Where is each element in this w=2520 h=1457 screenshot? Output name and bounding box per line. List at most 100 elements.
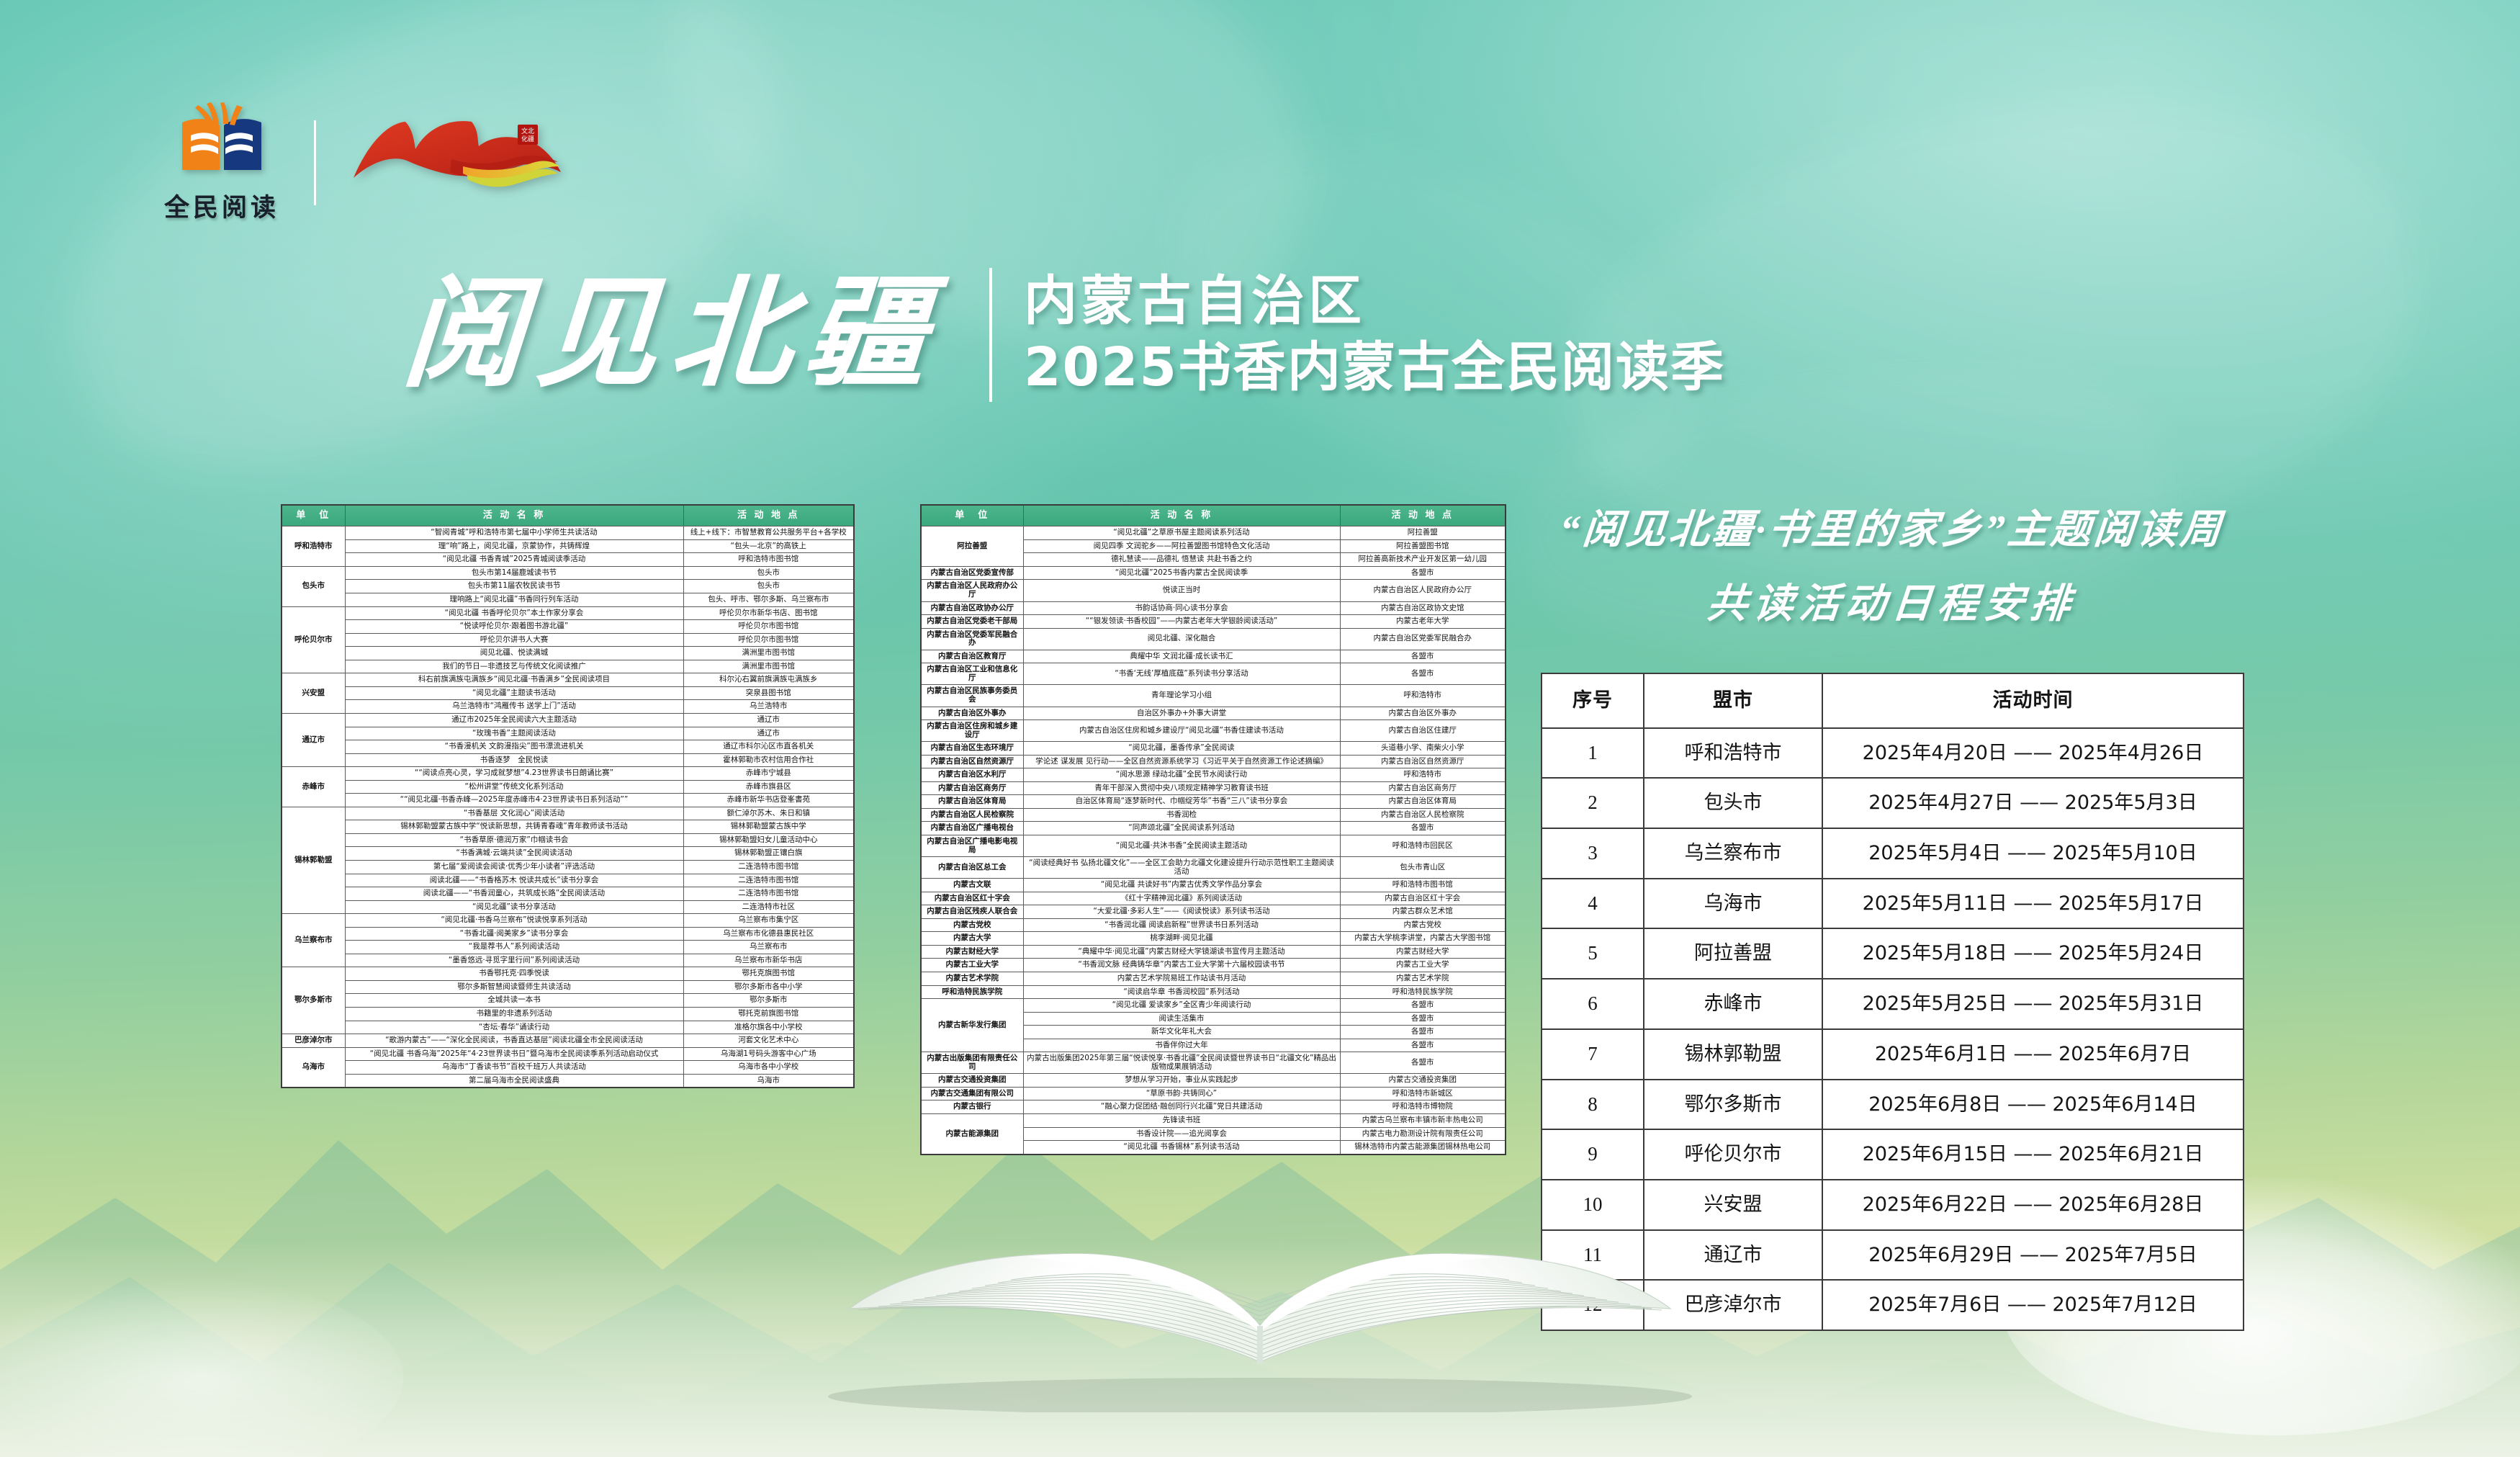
- table-row: 内蒙古自治区党委老干部局 ““银发领读·书香校园”——内蒙古老年大学银龄阅读活动”…: [920, 614, 1506, 629]
- cell-unit: 内蒙古交通投资集团: [920, 1073, 1024, 1088]
- cell-unit: 内蒙古自治区政协办公厅: [920, 601, 1024, 616]
- cell-activity-name: 内蒙古自治区住房和城乡建设厅“阅见北疆”书香住建读书活动: [1022, 719, 1341, 743]
- table-row: 乌海市 “阅见北疆 书香乌海”2025年“4·23世界读书日”暨乌海市全民阅读季系…: [281, 1046, 855, 1088]
- cell-activity-place: 二连浩特市图书馆: [683, 873, 855, 888]
- table-row: 阅读北疆——“书香格苏木 悦读共成长”读书分享会 二连浩特市图书馆: [282, 873, 855, 888]
- cell-activity-name: “典耀中华·阅见北疆”内蒙古财经大学镜湖读书宣传月主题活动: [1022, 944, 1341, 959]
- cell-unit: 内蒙古自治区党委宣传部: [920, 565, 1024, 580]
- column-header-no: 序号: [1541, 673, 1644, 729]
- cell-no: 8: [1541, 1078, 1644, 1131]
- cell-no: 5: [1541, 928, 1644, 980]
- table-row: 内蒙古自治区红十字会 《红十字精神润北疆》系列阅读活动 内蒙古自治区红十字会: [920, 891, 1506, 906]
- table-row: 内蒙古工业大学 “书香润文脉 经典铸华章”内蒙古工业大学第十六届校园读书节 内蒙古工…: [920, 958, 1506, 972]
- table-row: 内蒙古自治区自然资源厅 学论述 谋发展 见行动——全区自然资源系统学习《习近平关于…: [920, 754, 1506, 769]
- table-row: “杏坛·春华”诵读行动 准格尔旗各中小学校: [282, 1020, 855, 1035]
- schedule-row: 11 通辽市 2025年6月29日 —— 2025年7月5日: [1541, 1229, 2244, 1281]
- cell-time: 2025年4月20日 —— 2025年4月26日: [1822, 727, 2244, 779]
- cell-activity-place: 阿拉善高新技术产业开发区第一幼儿园: [1339, 552, 1506, 567]
- cell-unit: 内蒙古能源集团: [920, 1113, 1024, 1155]
- schedule-row: 10 兴安盟 2025年6月22日 —— 2025年6月28日: [1541, 1178, 2244, 1231]
- cell-activity-name: “书香润文脉 经典铸华章”内蒙古工业大学第十六届校园读书节: [1022, 958, 1341, 972]
- cell-activity-place: 内蒙古艺术学院: [1339, 971, 1506, 986]
- cell-activity-name: 悦读正当时: [1022, 579, 1341, 602]
- cell-activity-name: 阅见四季 文润驼乡——阿拉善盟图书馆特色文化活动: [1022, 539, 1341, 554]
- cell-activity-name: “阅见北疆 书香青城”2025青城阅读季活动: [344, 552, 684, 567]
- cell-activity-name: “阅见北疆·共沐书香”全民阅读主题活动: [1022, 834, 1341, 858]
- cell-no: 10: [1541, 1178, 1644, 1231]
- cell-activity-name: 第二届乌海市全民阅读盛典: [344, 1073, 684, 1088]
- cell-activity-place: 各盟市: [1339, 1052, 1506, 1075]
- beijiang-culture-flag-logo-icon: 文北 化疆: [354, 120, 562, 187]
- table-row: 内蒙古自治区体育局 自治区体育局“逐梦新时代、巾帼绽芳华”书香“三八”读书分享会内…: [920, 794, 1506, 809]
- table-row: 乌兰浩特市“鸿雁传书 送学上门”活动 乌兰浩特市: [282, 699, 855, 714]
- cell-city: 巴彦淖尔市: [1643, 1279, 1823, 1331]
- cell-activity-place: 内蒙古自治区自然资源厅: [1339, 754, 1506, 769]
- cell-activity-name: 鄂尔多斯智慧阅读暨师生共读活动: [344, 979, 684, 995]
- cell-unit: 内蒙古自治区残疾人联合会: [920, 905, 1024, 919]
- cell-city: 呼伦贝尔市: [1643, 1129, 1823, 1180]
- open-book-logo-icon: [182, 102, 261, 170]
- cell-time: 2025年6月1日 —— 2025年6月7日: [1822, 1028, 2244, 1080]
- cell-unit: 内蒙古自治区自然资源厅: [920, 754, 1024, 769]
- cell-activity-name: 内蒙古艺术学院易班工作站读书月活动: [1022, 971, 1341, 986]
- column-header-activity-place: 活 动 地 点: [1339, 504, 1506, 527]
- cell-activity-name: 阅读北疆——“书香格苏木 悦读共成长”读书分享会: [344, 873, 684, 888]
- table-row: “书香北疆·阅美家乡”读书分享会 乌兰察布市化德县惠民社区: [282, 926, 855, 941]
- cell-activity-place: 各盟市: [1339, 998, 1506, 1013]
- cell-activity-name: “阅见北疆 爱读家乡”全区青少年阅读行动: [1022, 998, 1341, 1013]
- cell-activity-place: 通辽市科尔沁区市直各机关: [683, 740, 855, 754]
- cell-activity-name: “我是荐书人”系列阅读活动: [344, 940, 684, 954]
- cell-unit: 内蒙古新华发行集团: [920, 998, 1024, 1053]
- cell-city: 鄂尔多斯市: [1643, 1078, 1823, 1131]
- table-row: 书香逐梦 全民悦读 霍林郭勒市农村信用合作社: [282, 753, 855, 768]
- table-row: 内蒙古自治区工业和信息化厅 “书香‘无线’厚植底蕴”系列读书分享活动 各盟市: [920, 663, 1506, 686]
- cell-activity-name: 先锋读书班: [1022, 1113, 1341, 1128]
- table-row: 乌兰察布市 “阅见北疆·书香乌兰察布”悦读悦享系列活动 乌兰察布市集宁区: [281, 913, 855, 968]
- table-row: 内蒙古新华发行集团 “阅见北疆 爱读家乡”全区青少年阅读行动 各盟市: [920, 998, 1506, 1053]
- cell-activity-place: 内蒙古自治区人民政府办公厅: [1339, 579, 1506, 602]
- cell-activity-place: 锡林浩特市内蒙古能源集团锡林热电公司: [1339, 1140, 1506, 1155]
- schedule-row: 8 鄂尔多斯市 2025年6月8日 —— 2025年6月14日: [1541, 1078, 2244, 1131]
- cell-activity-place: 包头市: [683, 579, 855, 594]
- cell-activity-name: 书韵话协商·同心读书分享会: [1022, 601, 1341, 616]
- cell-city: 呼和浩特市: [1643, 727, 1823, 779]
- cell-unit: 内蒙古自治区广播电影电视局: [920, 834, 1024, 858]
- cell-unit: 内蒙古银行: [920, 1100, 1024, 1114]
- cell-city: 乌兰察布市: [1643, 828, 1823, 879]
- schedule-row: 7 锡林郭勒盟 2025年6月1日 —— 2025年6月7日: [1541, 1028, 2244, 1080]
- table-row: 内蒙古自治区党委军民融合办 阅见北疆、深化融合 内蒙古自治区党委军民融合办: [920, 627, 1506, 650]
- cell-no: 2: [1541, 777, 1644, 830]
- cell-activity-place: 线上+线下：市智慧教育公共服务平台+各学校: [683, 526, 855, 540]
- cell-activity-place: 内蒙古自治区人民检察院: [1339, 807, 1506, 822]
- table-row: 内蒙古出版集团有限责任公司 内蒙古出版集团2025年第三届“悦读悦享·书香北疆”全…: [920, 1052, 1506, 1075]
- cell-activity-place: 各盟市: [1339, 821, 1506, 835]
- cell-activity-name: 阅读生活集市: [1022, 1011, 1341, 1026]
- table-row: 内蒙古自治区教育厅 典耀中华 文润北疆·成长读书汇 各盟市: [920, 649, 1506, 664]
- cell-activity-name: 青年干部深入贯彻中央八项规定精神学习教育读书班: [1022, 781, 1341, 796]
- cell-activity-name: 阅见北疆、深化融合: [1022, 627, 1341, 650]
- table-row: 呼和浩特民族学院 “阅读启华章 书香润校园”系列活动 呼和浩特民族学院: [920, 985, 1506, 1000]
- cell-activity-name: 全城共读一本书: [344, 993, 684, 1008]
- table-header-row: 序号 盟市 活动时间: [1541, 673, 2244, 729]
- cell-city: 阿拉善盟: [1643, 928, 1823, 980]
- cell-activity-place: 二连浩特市图书馆: [683, 859, 855, 874]
- table-row: 赤峰市 ““阅读点亮心灵，学习成就梦想”4.23世界读书日朗诵比赛” 赤峰市宁城县: [281, 766, 855, 807]
- cell-activity-name: 新华文化年礼大会: [1022, 1025, 1341, 1039]
- table-row: “阅见北疆 书香锡林”系列读书活动 锡林浩特市内蒙古能源集团锡林热电公司: [921, 1140, 1506, 1155]
- cell-unit: 内蒙古艺术学院: [920, 971, 1024, 986]
- table-row: 阅见北疆、悦读满城 满洲里市图书馆: [282, 646, 855, 660]
- cell-activity-name: 理响路上“阅见北疆”书香同行列车活动: [344, 593, 684, 607]
- table-row: 全城共读一本书 鄂尔多斯市: [282, 993, 855, 1008]
- cell-activity-name: “书香满城·云端共读”全民阅读活动: [344, 846, 684, 861]
- table-row: 锡林郭勒盟 “书香基层 文化润心”阅读活动 额仁淖尔苏木、朱日和镇: [281, 806, 855, 915]
- column-header-activity-name: 活 动 名 称: [1022, 504, 1341, 527]
- table-row: 内蒙古自治区人民政府办公厅 悦读正当时 内蒙古自治区人民政府办公厅: [920, 579, 1506, 602]
- cell-activity-place: 内蒙古交通投资集团: [1339, 1073, 1506, 1088]
- cell-activity-place: 内蒙古自治区体育局: [1339, 794, 1506, 809]
- cell-activity-name: 阅读北疆——“书香润童心，共筑成长路”全民阅读活动: [344, 887, 684, 901]
- cell-city: 赤峰市: [1643, 978, 1823, 1030]
- cell-activity-place: 内蒙古大学桃李讲堂，内蒙古大学图书馆: [1339, 931, 1506, 946]
- cell-unit: 内蒙古自治区人民政府办公厅: [920, 579, 1024, 602]
- table-row: 内蒙古文联 “阅见北疆 共读好书”内蒙古优秀文学作品分享会 呼和浩特市图书馆: [920, 878, 1506, 892]
- table-row: 德礼慧读——品德礼 悟慧读 共赴书香之约 阿拉善高新技术产业开发区第一幼儿园: [921, 552, 1506, 567]
